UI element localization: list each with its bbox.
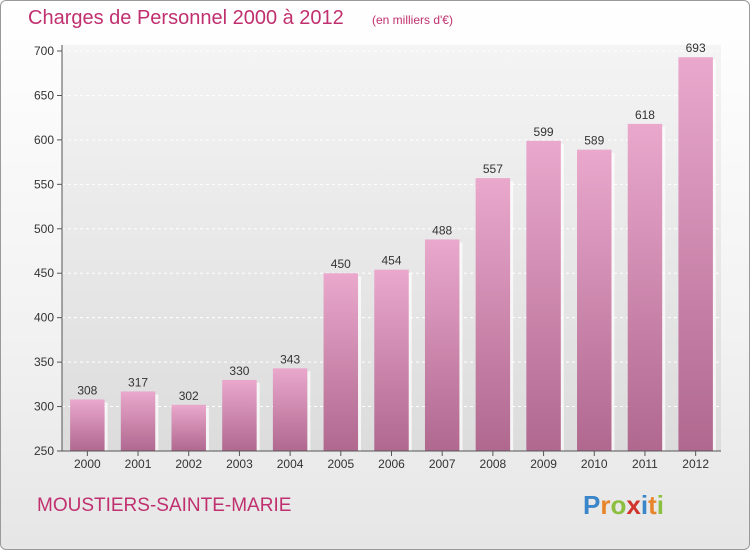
proxiti-logo[interactable]: Proxiti (583, 490, 664, 521)
bar-2006 (374, 269, 409, 451)
x-tick-label: 2011 (632, 457, 658, 471)
logo-letter: i (640, 490, 649, 520)
logo-letter: o (610, 490, 627, 520)
data-label: 488 (432, 223, 452, 237)
bar-2008 (475, 178, 511, 451)
x-tick-label: 2006 (378, 457, 405, 471)
chart-subtitle: (en milliers d'€) (372, 13, 453, 27)
bar-2003 (222, 379, 257, 451)
bar-2012 (678, 57, 713, 451)
data-label: 589 (584, 134, 604, 148)
data-label: 557 (483, 162, 503, 176)
logo-letter: i (656, 490, 664, 520)
bar-2002 (171, 404, 206, 451)
y-tick-label: 350 (34, 355, 54, 369)
bar-2009 (526, 140, 561, 451)
y-tick-label: 700 (34, 44, 54, 58)
bar-2001 (120, 391, 156, 451)
x-tick-label: 2009 (530, 457, 557, 471)
data-label: 330 (229, 364, 249, 378)
x-tick-label: 2002 (175, 457, 202, 471)
data-label: 343 (280, 352, 300, 366)
commune-name: MOUSTIERS-SAINTE-MARIE (37, 495, 292, 516)
data-label: 618 (635, 108, 655, 122)
y-tick-label: 300 (34, 400, 54, 414)
data-label: 450 (331, 257, 351, 271)
data-label: 308 (77, 383, 97, 397)
bar-2005 (323, 273, 359, 451)
data-label: 693 (686, 41, 706, 55)
bar-2010 (577, 149, 612, 451)
x-tick-label: 2001 (125, 457, 152, 471)
data-label: 454 (381, 254, 401, 268)
y-tick-label: 600 (34, 133, 54, 147)
y-tick-label: 400 (34, 311, 54, 325)
bar-2007 (424, 239, 460, 451)
bar-2011 (627, 123, 663, 451)
x-tick-label: 2008 (480, 457, 507, 471)
x-tick-label: 2004 (277, 457, 304, 471)
bar-2000 (70, 399, 105, 451)
data-label: 599 (534, 125, 554, 139)
y-tick-label: 450 (34, 266, 54, 280)
logo-letter: P (583, 490, 601, 520)
data-label: 302 (179, 389, 199, 403)
x-tick-label: 2007 (429, 457, 456, 471)
y-tick-label: 250 (34, 444, 54, 458)
x-tick-label: 2005 (327, 457, 354, 471)
logo-letter: x (626, 490, 641, 520)
logo-letter: r (600, 490, 611, 520)
x-tick-label: 2000 (74, 457, 101, 471)
y-tick-label: 550 (34, 177, 54, 191)
x-tick-label: 2012 (682, 457, 709, 471)
bar-2004 (272, 368, 308, 451)
y-tick-label: 650 (34, 88, 54, 102)
x-tick-label: 2003 (226, 457, 253, 471)
chart-title: Charges de Personnel 2000 à 2012 (28, 7, 344, 29)
y-tick-label: 500 (34, 222, 54, 236)
data-label: 317 (128, 375, 148, 389)
x-tick-label: 2010 (581, 457, 608, 471)
logo-letter: t (648, 490, 657, 520)
